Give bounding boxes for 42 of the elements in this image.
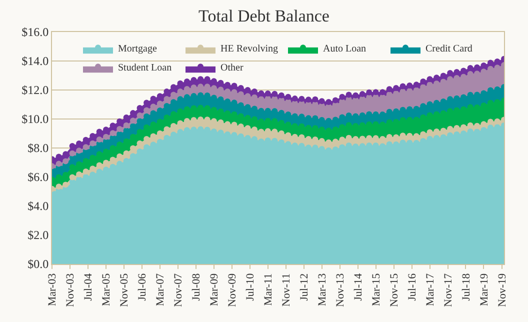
y-tick-label: $12.0 — [22, 83, 49, 98]
x-tick-label: Mar-13 — [316, 272, 328, 306]
legend-label: Mortgage — [118, 44, 158, 55]
x-tick-label: Nov-11 — [280, 273, 293, 307]
x-tick-label: Mar-15 — [370, 272, 382, 306]
x-tick-label: Nov-17 — [442, 272, 454, 308]
x-tick-label: Nov-07 — [172, 272, 185, 308]
x-tick-label: Nov-15 — [388, 272, 400, 308]
y-tick-label: $14.0 — [22, 54, 49, 68]
x-tick-label: Nov-05 — [118, 272, 131, 308]
x-tick-label: Nov-09 — [226, 272, 239, 308]
x-tick-label: Jul-16 — [406, 272, 418, 301]
y-tick-label: $2.0 — [28, 228, 49, 242]
y-tick-label: $16.0 — [22, 25, 49, 40]
x-tick-label: Mar-03 — [46, 272, 59, 306]
x-tick-label: Nov-13 — [334, 272, 347, 308]
x-tick-label: Mar-17 — [424, 272, 436, 306]
x-tick-label: Jul-12 — [298, 273, 310, 301]
x-tick-label: Jul-14 — [352, 272, 364, 301]
x-tick-label: Mar-09 — [208, 272, 220, 306]
x-tick-label: Jul-04 — [82, 272, 95, 301]
x-tick-label: Mar-11 — [262, 273, 274, 306]
y-tick-label: $8.0 — [28, 141, 49, 156]
x-tick-label: Mar-05 — [100, 272, 113, 306]
y-tick-label: $4.0 — [28, 199, 49, 214]
legend-label: Auto Loan — [323, 44, 366, 55]
x-tick-label: Mar-07 — [154, 272, 166, 306]
legend-label: Credit Card — [426, 44, 472, 55]
y-tick-label: $10.0 — [22, 112, 49, 126]
x-tick-label: Jul-18 — [460, 272, 472, 301]
x-tick-label: Jul-10 — [244, 272, 256, 301]
x-tick-label: Nov-19 — [496, 272, 508, 308]
y-tick-label: $6.0 — [28, 170, 49, 184]
x-tick-label: Mar-19 — [478, 272, 490, 306]
x-tick-label: Nov-03 — [64, 272, 77, 308]
x-tick-label: Jul-06 — [136, 272, 149, 301]
legend-label: Other — [220, 62, 244, 74]
x-tick-label: Jul-08 — [190, 272, 203, 301]
legend-label: Student Loan — [118, 62, 172, 74]
y-tick-label: $0.0 — [28, 257, 49, 272]
legend-label: HE Revolving — [220, 44, 278, 55]
chart-title: Total Debt Balance — [198, 6, 330, 26]
